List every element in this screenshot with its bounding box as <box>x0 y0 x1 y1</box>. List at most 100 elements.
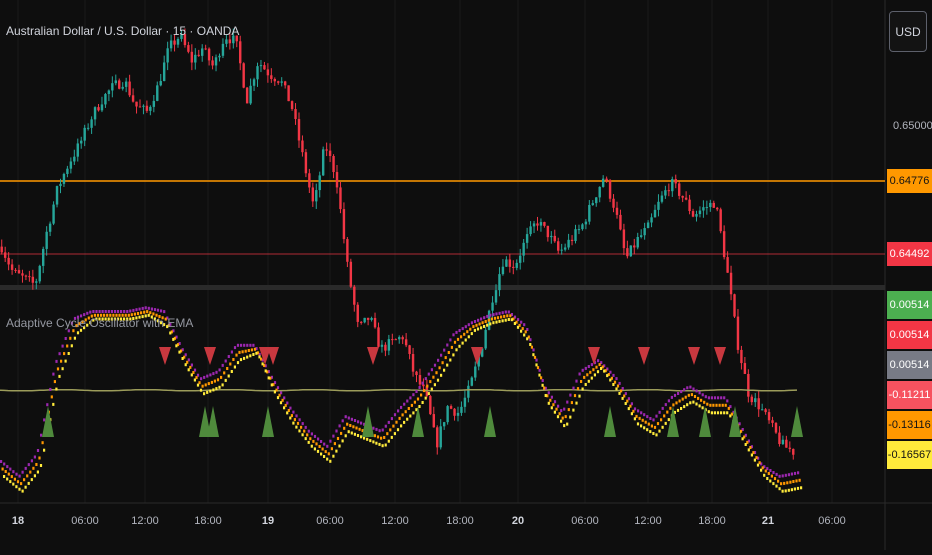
oscillator-point <box>100 313 103 317</box>
oscillator-point <box>590 376 593 380</box>
oscillator-point <box>287 409 290 412</box>
oscillator-point <box>392 424 395 428</box>
oscillator-point <box>67 329 70 333</box>
oscillator-point <box>647 422 650 426</box>
oscillator-point <box>30 459 33 463</box>
oscillator-point <box>784 489 787 493</box>
oscillator-point <box>703 400 706 404</box>
oscillator-point <box>409 396 412 400</box>
oscillator-point <box>781 489 784 493</box>
oscillator-point <box>12 482 15 486</box>
oscillator-point <box>307 429 310 433</box>
candle-body <box>736 316 740 350</box>
oscillator-point <box>206 390 209 394</box>
oscillator-point <box>509 314 512 318</box>
oscillator-point <box>35 463 38 466</box>
oscillator-point <box>33 455 36 459</box>
candle-body <box>657 201 660 210</box>
oscillator-point <box>500 315 503 319</box>
oscillator-point <box>227 374 230 378</box>
oscillator-point <box>541 383 544 387</box>
oscillator-point <box>432 375 435 379</box>
oscillator-point <box>209 373 212 377</box>
oscillator-point <box>366 437 369 441</box>
oscillator-point <box>383 436 386 439</box>
oscillator-point <box>327 452 330 456</box>
oscillator-point <box>196 383 200 387</box>
candle-body <box>86 127 90 129</box>
candle-body <box>28 276 31 278</box>
oscillator-point <box>286 401 289 405</box>
oscillator-point <box>40 433 43 437</box>
candle-body <box>484 329 487 349</box>
oscillator-point <box>184 353 187 357</box>
oscillator-point <box>121 313 124 317</box>
oscillator-point <box>344 415 347 419</box>
oscillator-point <box>652 418 655 422</box>
oscillator-point <box>775 484 778 488</box>
candle-body <box>584 221 588 225</box>
oscillator-point <box>701 406 704 410</box>
candle-body <box>294 109 297 120</box>
oscillator-point <box>204 383 207 387</box>
candle-body <box>315 190 318 202</box>
oscillator-point <box>600 361 603 365</box>
candle-body <box>273 78 277 82</box>
oscillator-point <box>264 364 267 368</box>
time-tick-label: 06:00 <box>71 515 99 527</box>
candle-body <box>653 209 657 218</box>
oscillator-point <box>390 417 393 421</box>
oscillator-point <box>450 345 453 349</box>
oscillator-point <box>436 378 440 382</box>
oscillator-point <box>198 381 201 385</box>
candle-body <box>277 81 280 83</box>
candle-body <box>432 414 436 428</box>
indicator-title[interactable]: Adaptive Cycle Oscillator with EMA <box>6 316 194 330</box>
oscillator-point <box>510 318 513 322</box>
candle-body <box>359 321 363 323</box>
candle-body <box>474 366 477 378</box>
candle-body <box>792 448 795 455</box>
symbol-title[interactable]: Australian Dollar / U.S. Dollar · 15 · O… <box>6 24 240 38</box>
oscillator-point <box>800 486 803 490</box>
oscillator-point <box>646 415 649 419</box>
currency-button[interactable]: USD <box>889 11 927 52</box>
oscillator-point <box>660 418 663 422</box>
oscillator-point <box>780 482 783 486</box>
oscillator-point <box>627 397 630 401</box>
oscillator-point <box>6 477 9 481</box>
oscillator-point <box>110 310 113 313</box>
oscillator-point <box>318 445 321 448</box>
oscillator-point <box>16 480 20 484</box>
pane-separator[interactable] <box>0 285 885 290</box>
candle-body <box>31 276 35 283</box>
oscillator-point <box>427 392 430 396</box>
oscillator-point <box>443 348 446 352</box>
oscillator-point <box>601 365 604 369</box>
oscillator-point <box>92 310 95 313</box>
oscillator-point <box>60 359 63 363</box>
oscillator-point <box>24 466 27 470</box>
oscillator-point <box>372 440 375 444</box>
oscillator-point <box>381 428 384 432</box>
oscillator-point <box>720 396 723 400</box>
oscillator-point <box>95 317 98 321</box>
oscillator-point <box>546 394 549 398</box>
candle-body <box>7 257 10 265</box>
oscillator-point <box>416 397 420 401</box>
oscillator-point <box>353 419 357 422</box>
oscillator-point <box>760 462 763 466</box>
oscillator-point <box>592 368 595 372</box>
candlestick-series[interactable] <box>0 28 795 460</box>
oscillator-point <box>755 456 758 460</box>
oscillator-point <box>263 364 266 367</box>
candle-body <box>439 426 442 448</box>
candle-body <box>729 272 733 295</box>
oscillator-point <box>199 388 203 392</box>
oscillator-point <box>650 424 653 428</box>
oscillator-point <box>193 368 197 372</box>
oscillator-point <box>495 320 498 324</box>
oscillator-point <box>249 343 252 347</box>
